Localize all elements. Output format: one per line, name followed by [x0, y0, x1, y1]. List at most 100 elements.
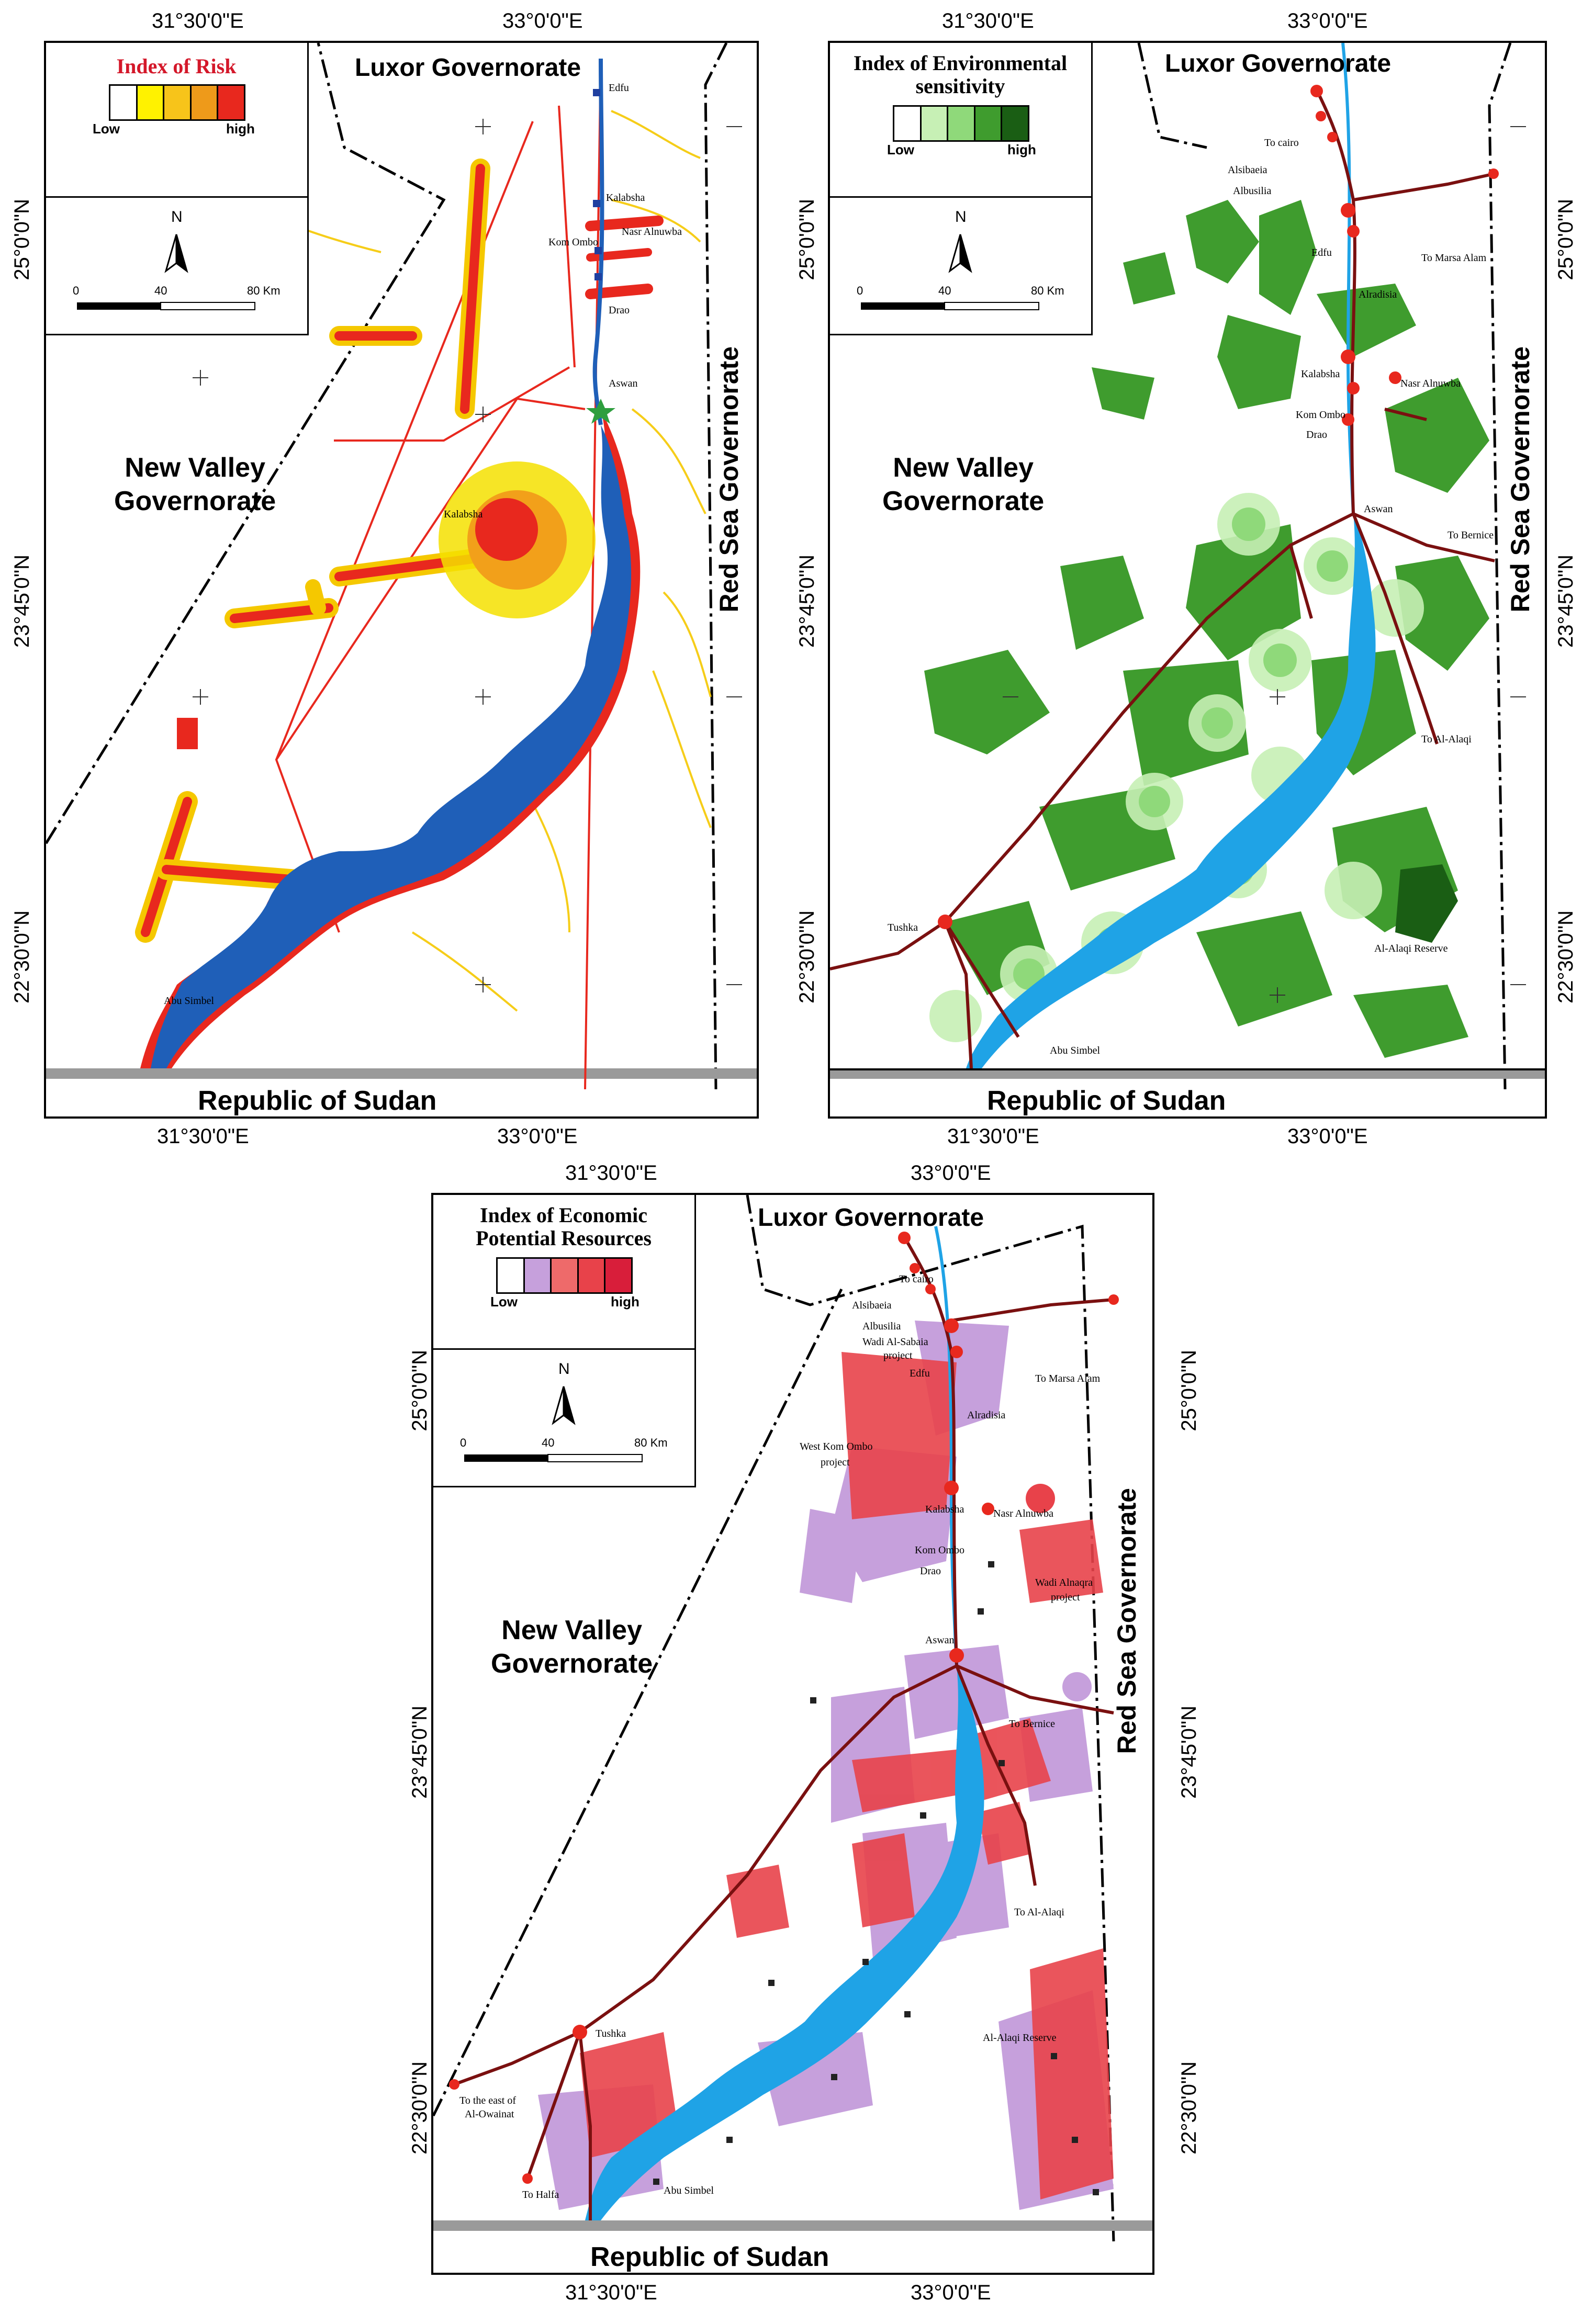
place-label: Kalabsha	[925, 1504, 964, 1515]
legend-swatch	[973, 105, 1003, 142]
legend-swatch	[947, 105, 975, 142]
place-label: Kom Ombo	[548, 236, 598, 248]
sudan-border	[433, 2220, 1152, 2231]
legend-high-label: high	[611, 1294, 639, 1310]
legend-title: Index of Environmental sensitivity	[830, 51, 1091, 98]
lat-label-left: 25°0'0"N	[408, 1350, 431, 1431]
economic-node	[1062, 1672, 1092, 1701]
place-label: Aswan	[609, 378, 638, 389]
lon-label-top: 33°0'0"E	[1287, 9, 1368, 32]
legend-low-label: Low	[93, 121, 120, 137]
environmental-map-canvas	[830, 43, 1545, 1090]
north-label: N	[558, 1360, 570, 1378]
place-label: Kom Ombo	[915, 1544, 964, 1556]
region-new-valley-line2: Governorate	[882, 486, 1045, 516]
new-valley-boundary	[433, 1288, 843, 2117]
legend-title-line1: Index of Environmental	[853, 51, 1068, 75]
town-markers	[449, 1232, 1119, 2184]
north-arrow-icon	[464, 1386, 643, 1462]
north-arrow-icon	[77, 234, 255, 310]
legend-swatch	[136, 84, 165, 121]
legend-color-ramp	[893, 105, 1029, 142]
place-label: Alsibaeia	[852, 1300, 892, 1311]
legend-title-line1: Index of Economic	[480, 1203, 647, 1227]
place-label: Alsibaeia	[1228, 164, 1267, 176]
lon-label-bottom: 31°30'0"E	[947, 1125, 1039, 1148]
lat-label-left: 23°45'0"N	[10, 555, 33, 648]
lon-label-bottom: 31°30'0"E	[157, 1125, 249, 1148]
legend-color-ramp	[109, 84, 245, 121]
lon-label-top: 33°0'0"E	[911, 1161, 991, 1184]
lat-label-right: 23°45'0"N	[1177, 1706, 1200, 1799]
legend-ramp-labels: Low high	[830, 142, 1091, 157]
region-sudan: Republic of Sudan	[590, 2242, 829, 2272]
place-label: project	[821, 1457, 850, 1468]
place-label: Drao	[1306, 429, 1327, 441]
legend-low-label: Low	[490, 1294, 518, 1310]
risk-legend: Index of Risk Low high	[46, 43, 309, 201]
place-label: Al-Alaqi Reserve	[983, 2032, 1057, 2044]
legend-swatch	[604, 1257, 633, 1294]
legend-swatch	[189, 84, 219, 121]
legend-swatch	[163, 84, 192, 121]
lon-label-bottom: 33°0'0"E	[497, 1125, 578, 1148]
place-label: Kalabsha	[606, 192, 645, 204]
resource-site-markers	[653, 1561, 1099, 2195]
lat-label-left: 22°30'0"N	[10, 910, 33, 1003]
risk-map-panel: 31°30'0"E 33°0'0"E 25°0'0"N 23°45'0"N 22…	[0, 0, 785, 1151]
place-label: Aswan	[925, 1634, 955, 1646]
town-markers	[938, 85, 1499, 929]
place-label: Albusilia	[862, 1321, 901, 1332]
region-luxor: Luxor Governorate	[758, 1204, 984, 1232]
lake-nasser	[585, 1666, 984, 2220]
place-label: Wadi Al-Sabaia	[862, 1336, 928, 1348]
legend-swatch	[217, 84, 245, 121]
lat-label-right: 25°0'0"N	[1177, 1350, 1200, 1431]
legend-ramp-labels: Low high	[46, 121, 307, 137]
lat-label-left: 22°30'0"N	[795, 910, 818, 1003]
north-arrow-icon	[861, 234, 1039, 310]
kalabsha-risk-zone-center	[475, 498, 538, 561]
place-label: Abu Simbel	[1050, 1045, 1101, 1056]
legend-title-line2: Potential Resources	[476, 1226, 652, 1250]
lat-label-right: 25°0'0"N	[1554, 199, 1577, 280]
place-label: Kom Ombo	[1296, 409, 1345, 421]
region-red-sea: Red Sea Governorate	[1112, 1488, 1141, 1754]
place-label: Edfu	[609, 82, 629, 94]
environmental-map-panel: 31°30'0"E 33°0'0"E 25°0'0"N 23°45'0"N 22…	[785, 0, 1582, 1151]
scale-zero: 0	[857, 284, 863, 297]
place-label: Edfu	[910, 1368, 930, 1379]
red-sea-boundary	[704, 43, 728, 1090]
lat-label-right: 23°45'0"N	[1554, 555, 1577, 648]
risk-map-canvas	[46, 43, 757, 1090]
scale-end: 80 Km	[1031, 284, 1064, 297]
place-label: Kalabsha	[444, 509, 483, 520]
economic-map-frame: To cairo Alsibaeia Albusilia Wadi Al-Sab…	[431, 1193, 1154, 2275]
lon-label-top: 33°0'0"E	[502, 9, 583, 32]
region-new-valley-line2: Governorate	[491, 1649, 653, 1679]
place-label: Abu Simbel	[664, 2185, 714, 2196]
place-label: To Bernice	[1448, 529, 1494, 541]
place-label: To Al-Alaqi	[1014, 1906, 1064, 1918]
place-label: To Marsa Alam	[1421, 252, 1487, 264]
lon-label-bottom: 31°30'0"E	[565, 2281, 657, 2304]
region-new-valley-line1: New Valley	[125, 453, 266, 483]
place-label: Nasr Alnuwba	[993, 1508, 1053, 1519]
scale-mid: 40	[154, 284, 167, 297]
nile-river	[592, 58, 604, 425]
place-label: To Marsa Alam	[1035, 1373, 1101, 1384]
place-label: To cairo	[1264, 137, 1299, 149]
place-label: To Al-Alaqi	[1421, 734, 1472, 745]
place-label: Kalabsha	[1301, 368, 1340, 380]
place-label: Drao	[609, 304, 630, 316]
environmental-scale-box: N 0 40 80 Km	[830, 196, 1093, 335]
wadi-network	[281, 110, 712, 1012]
place-label: To the east of	[459, 2095, 517, 2106]
place-label: project	[1051, 1592, 1080, 1603]
road-network	[453, 1236, 1114, 2220]
red-sea-boundary	[1488, 43, 1512, 1090]
road-network	[830, 89, 1495, 1069]
region-new-valley-line1: New Valley	[893, 453, 1034, 483]
risk-map-frame: Edfu Kalabsha Kom Ombo Nasr Alnuwba Drao…	[44, 41, 759, 1119]
lat-label-right: 22°30'0"N	[1554, 910, 1577, 1003]
